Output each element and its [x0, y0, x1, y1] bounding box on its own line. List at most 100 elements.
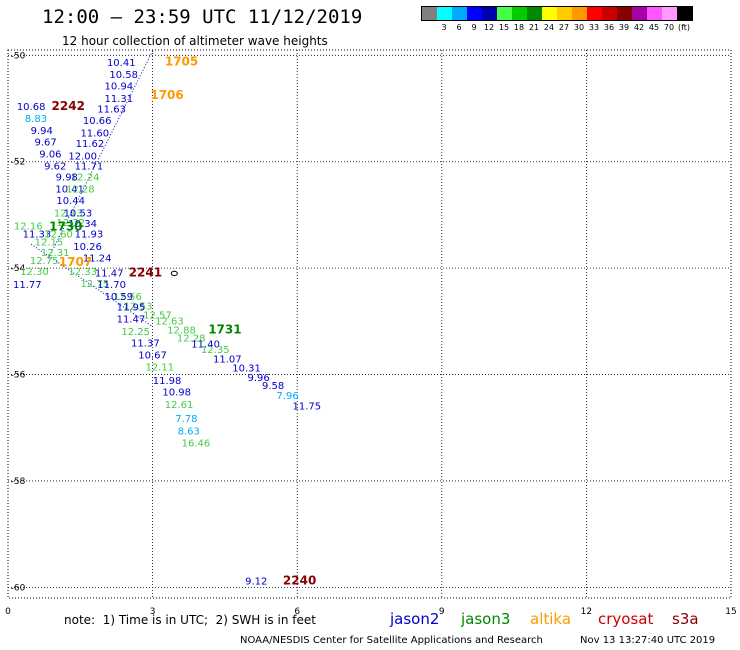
- scale-color-box: [662, 7, 677, 20]
- wave-height-label: 12.32: [56, 218, 85, 229]
- legend-jason3: jason3: [461, 610, 511, 628]
- generated-timestamp: Nov 13 13:27:40 UTC 2019: [580, 635, 716, 646]
- wave-height-label: 10.98: [162, 388, 191, 399]
- satellite-track: [47, 50, 154, 261]
- wave-height-label: 11.95: [117, 302, 146, 313]
- scale-color-box: [527, 7, 542, 20]
- wave-height-label: 12.60: [44, 230, 73, 241]
- scale-tick-label: 45: [648, 23, 660, 32]
- color-scale-legend: 3 6 9 12 15 18 21 24 27 30 33 36 39 42 45 70 (ft): [421, 6, 693, 33]
- satellite-track: [30, 243, 153, 328]
- scale-tick-label: 3: [441, 23, 447, 32]
- wave-height-label: 10.58: [109, 70, 138, 81]
- wave-height-label: 11.75: [293, 401, 322, 412]
- wave-height-label: 12.16: [14, 222, 43, 233]
- wave-height-label: 11.47: [95, 268, 124, 279]
- color-scale-labels: 3 6 9 12 15 18 21 24 27 30 33 36 39 42 45 70 (ft): [421, 21, 693, 33]
- x-tick-label: 9: [439, 607, 445, 617]
- wave-height-label: 11.47: [117, 315, 146, 326]
- scale-color-box: [542, 7, 557, 20]
- scale-tick-label: 15: [498, 23, 510, 32]
- x-tick-label: 6: [294, 607, 300, 617]
- wave-height-label: 10.68: [17, 102, 46, 113]
- wave-height-label: 11.63: [97, 105, 126, 116]
- wave-height-label: 12.11: [146, 363, 175, 374]
- y-tick-label: -52: [11, 158, 26, 168]
- wave-height-label: 10.34: [68, 219, 97, 230]
- scale-color-box: [617, 7, 632, 20]
- wave-height-label: 12.28: [177, 333, 206, 344]
- scale-color-box: [497, 7, 512, 20]
- scale-unit-label: (ft): [677, 23, 691, 32]
- scale-tick-label: 18: [513, 23, 525, 32]
- scale-color-box: [437, 7, 452, 20]
- scale-color-box: [632, 7, 647, 20]
- scale-color-box: [602, 7, 617, 20]
- wave-height-label: 10.53: [64, 208, 93, 219]
- wave-height-label: 10.59: [105, 292, 134, 303]
- scale-tick-label: 30: [573, 23, 585, 32]
- pass-time-label: 2241: [129, 265, 162, 279]
- pass-time-label: 2242: [52, 99, 85, 113]
- y-tick-label: -50: [11, 51, 26, 61]
- legend-altika: altika: [530, 610, 572, 628]
- wave-height-label: 9.98: [56, 173, 78, 184]
- scale-tick-label: 27: [558, 23, 570, 32]
- wave-height-label: 12.53: [124, 301, 153, 312]
- wave-height-label: 11.24: [83, 253, 112, 264]
- wave-height-label: 9.12: [245, 576, 267, 587]
- y-tick-label: -60: [11, 583, 26, 593]
- wave-height-label: 11.40: [191, 340, 220, 351]
- scale-tick-label: 42: [633, 23, 645, 32]
- scale-color-box: [452, 7, 467, 20]
- wave-height-label: 11.07: [213, 355, 242, 366]
- wave-height-label: 9.96: [248, 373, 270, 384]
- wave-height-label: 12.25: [121, 327, 150, 338]
- wave-height-label: 8.63: [178, 426, 200, 437]
- x-tick-label: 0: [5, 607, 11, 617]
- wave-height-label: 9.67: [34, 138, 56, 149]
- wave-height-label: 12.63: [155, 316, 184, 327]
- wave-height-label: 12.24: [71, 173, 100, 184]
- wave-height-label: 11.93: [75, 230, 104, 241]
- x-tick-label: 3: [150, 607, 156, 617]
- wave-height-label: 10.66: [83, 116, 112, 127]
- chart-title: 12:00 — 23:59 UTC 11/12/2019: [42, 6, 363, 28]
- wave-height-label: 12.00: [68, 151, 97, 162]
- wave-height-label: 10.44: [56, 196, 85, 207]
- x-tick-label: 12: [581, 607, 592, 617]
- wave-height-label: 1707: [59, 255, 92, 269]
- scale-tick-label: 39: [618, 23, 630, 32]
- y-tick-label: -58: [11, 477, 26, 487]
- scale-color-box: [647, 7, 662, 20]
- wave-height-label: 12.15: [35, 238, 64, 249]
- wave-height-label: 10.41: [55, 184, 84, 195]
- wave-height-label: 10.31: [232, 364, 261, 375]
- wave-height-label: 10.26: [73, 242, 102, 253]
- wave-height-label: 11.37: [131, 339, 160, 350]
- scale-tick-label: 6: [456, 23, 462, 32]
- wave-height-label: 12.28: [66, 184, 95, 195]
- wave-height-label: 10.41: [107, 58, 136, 69]
- scale-color-box: [467, 7, 482, 20]
- scale-tick-label: 24: [543, 23, 555, 32]
- legend-s3a: s3a: [672, 610, 699, 628]
- wave-height-label: 12.31: [41, 248, 70, 259]
- y-tick-label: -56: [11, 371, 26, 381]
- wave-height-label: 11.62: [76, 139, 105, 150]
- y-tick-label: -54: [11, 264, 26, 274]
- wave-height-label: 1730: [49, 220, 82, 234]
- wave-height-label: 9.94: [31, 126, 53, 137]
- wave-height-label: 12.88: [167, 325, 196, 336]
- wave-height-label: 7.96: [276, 391, 298, 402]
- wave-height-label: 12.57: [143, 310, 172, 321]
- scale-color-box: [482, 7, 497, 20]
- scale-tick-label: 9: [471, 23, 477, 32]
- scale-tick-label: 21: [528, 23, 540, 32]
- wave-height-label: 12.75: [80, 279, 109, 290]
- pass-time-label: 1706: [150, 88, 183, 102]
- scale-tick-label: 70: [663, 23, 675, 32]
- legend-jason2: jason2: [390, 610, 440, 628]
- wave-height-label: 11.77: [13, 280, 42, 291]
- wave-height-label: 11.98: [153, 376, 182, 387]
